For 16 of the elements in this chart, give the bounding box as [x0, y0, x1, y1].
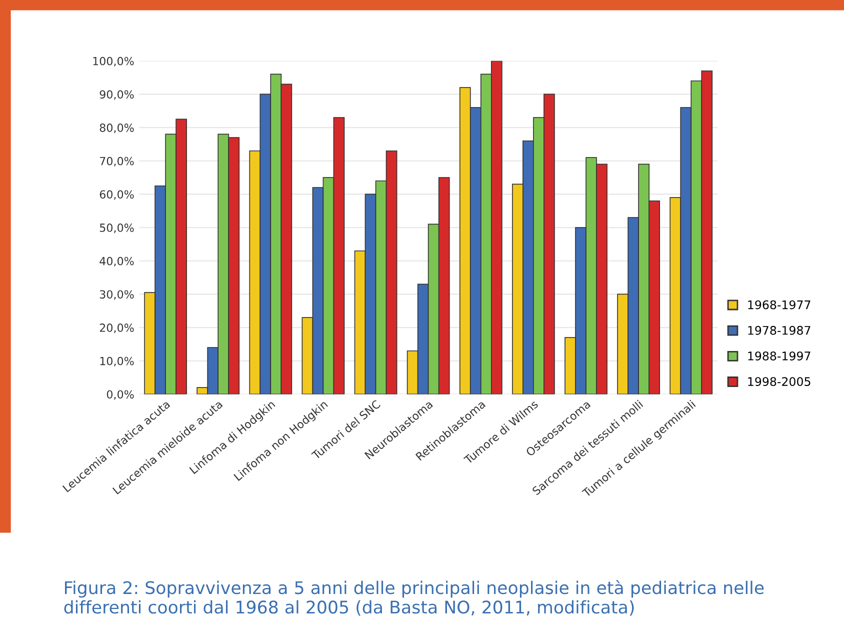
- y-tick-label: 40,0%: [100, 256, 134, 266]
- y-tick-label: 80,0%: [100, 124, 134, 134]
- legend-label: 1998-2005: [748, 377, 810, 386]
- legend-label: 1988-1997: [748, 352, 810, 360]
- y-tick-label: 60,0%: [100, 190, 134, 200]
- y-tick-label: 70,0%: [100, 156, 134, 166]
- y-tick-label: 10,0%: [100, 356, 134, 366]
- y-tick-label: 100,0%: [93, 56, 134, 66]
- y-tick-label: 20,0%: [100, 324, 134, 334]
- y-tick-label: 50,0%: [100, 224, 134, 234]
- y-tick-label: 30,0%: [100, 290, 134, 300]
- y-tick-label: 90,0%: [100, 90, 134, 100]
- text: Figura 2: Sopravvivenza a 5 anni delle principali neoplasie in età pediatrica nelle differenti coorti dal 1968 al 2005 (da Basta NO, 2011, modificata): [64, 580, 764, 616]
- y-tick-label: 0,0%: [106, 390, 134, 400]
- legend-label: 1978-1987: [748, 326, 810, 335]
- legend-label: 1968-1977: [748, 300, 810, 310]
